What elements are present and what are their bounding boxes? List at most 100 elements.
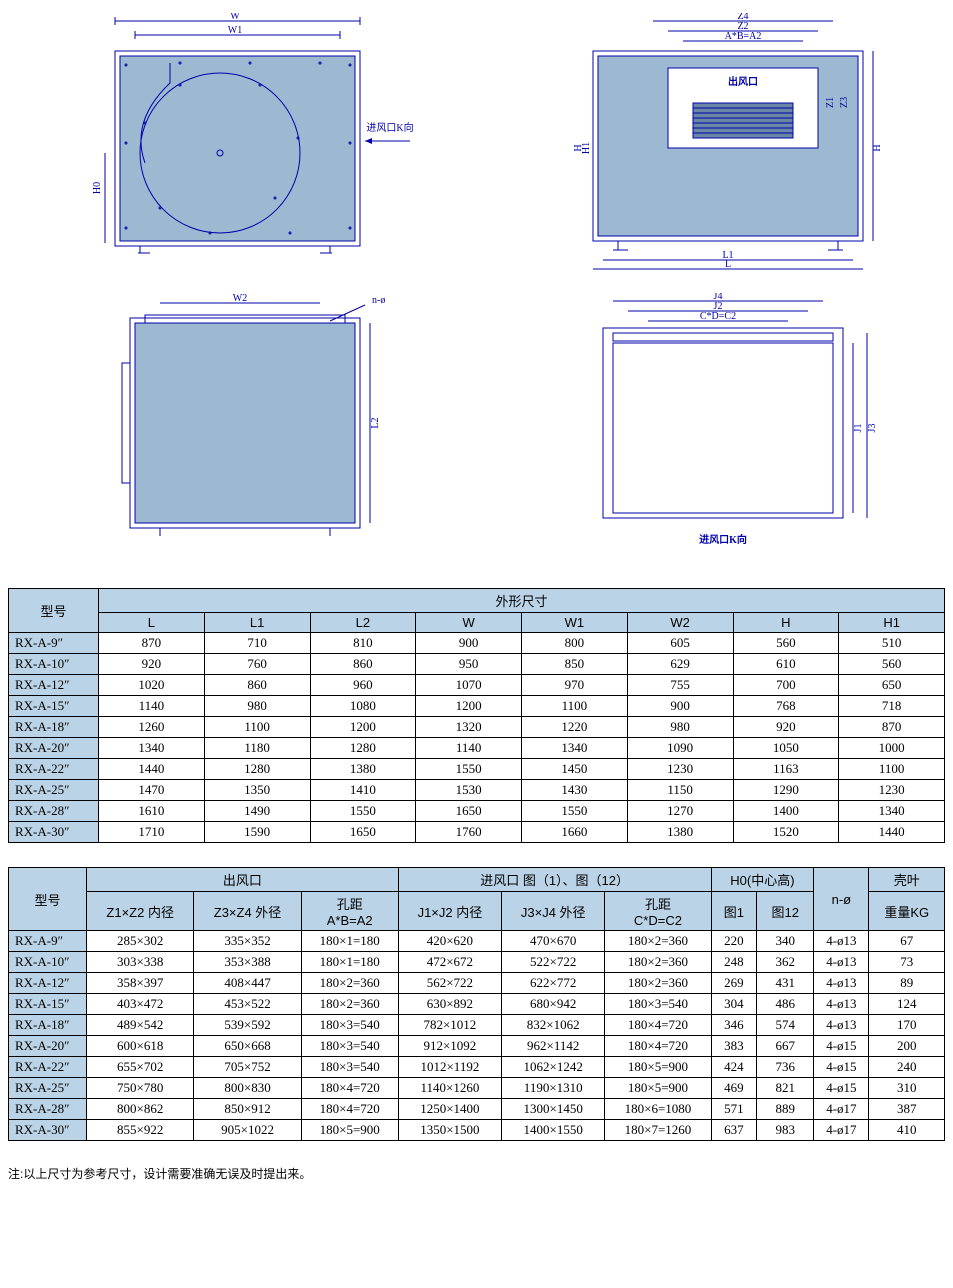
table-row: RX-A-25″14701350141015301430115012901230 [9, 780, 945, 801]
data-cell: 889 [757, 1099, 814, 1120]
dim-w: W [230, 13, 240, 22]
table-row: RX-A-28″16101490155016501550127014001340 [9, 801, 945, 822]
data-cell: 1280 [310, 738, 416, 759]
data-cell: 710 [204, 633, 310, 654]
data-cell: 870 [99, 633, 205, 654]
diagram-side-view: W W1 H0 [8, 8, 472, 278]
data-cell: 1350 [204, 780, 310, 801]
data-cell: 4-ø15 [814, 1057, 869, 1078]
data-cell: 655×702 [87, 1057, 194, 1078]
model-cell: RX-A-25″ [9, 780, 99, 801]
table-row: RX-A-9″870710810900800605560510 [9, 633, 945, 654]
table-row: RX-A-28″800×862850×912180×4=7201250×1400… [9, 1099, 945, 1120]
table-row: RX-A-12″10208609601070970755700650 [9, 675, 945, 696]
data-cell: 1230 [839, 780, 945, 801]
data-cell: 800×862 [87, 1099, 194, 1120]
t2-subcol: 图12 [757, 892, 814, 931]
data-cell: 650×668 [194, 1036, 301, 1057]
data-cell: 180×6=1080 [605, 1099, 711, 1120]
data-cell: 1100 [522, 696, 628, 717]
data-cell: 200 [869, 1036, 945, 1057]
data-cell: 637 [711, 1120, 757, 1141]
model-cell: RX-A-12″ [9, 973, 87, 994]
data-cell: 1270 [627, 801, 733, 822]
data-cell: 89 [869, 973, 945, 994]
data-cell: 800 [522, 633, 628, 654]
data-cell: 410 [869, 1120, 945, 1141]
model-cell: RX-A-22″ [9, 759, 99, 780]
data-cell: 1230 [627, 759, 733, 780]
data-cell: 1070 [416, 675, 522, 696]
t2-group-weight: 壳叶 [869, 868, 945, 892]
data-cell: 920 [733, 717, 839, 738]
table-row: RX-A-20″13401180128011401340109010501000 [9, 738, 945, 759]
data-cell: 124 [869, 994, 945, 1015]
data-cell: 1410 [310, 780, 416, 801]
data-cell: 920 [99, 654, 205, 675]
table-row: RX-A-18″489×542539×592180×3=540782×10128… [9, 1015, 945, 1036]
model-cell: RX-A-20″ [9, 1036, 87, 1057]
data-cell: 1350×1500 [398, 1120, 501, 1141]
model-cell: RX-A-12″ [9, 675, 99, 696]
data-cell: 1140 [99, 696, 205, 717]
data-cell: 760 [204, 654, 310, 675]
diagram-front-view: Z4 Z2 A*B=A2 出风口 H [482, 8, 946, 278]
dim-z1: Z1 [825, 97, 836, 108]
data-cell: 1180 [204, 738, 310, 759]
model-cell: RX-A-25″ [9, 1078, 87, 1099]
model-cell: RX-A-20″ [9, 738, 99, 759]
data-cell: 180×1=180 [301, 931, 398, 952]
data-cell: 1062×1242 [502, 1057, 605, 1078]
data-cell: 562×722 [398, 973, 501, 994]
data-cell: 1530 [416, 780, 522, 801]
data-cell: 1440 [839, 822, 945, 843]
data-cell: 1550 [416, 759, 522, 780]
data-cell: 431 [757, 973, 814, 994]
data-cell: 240 [869, 1057, 945, 1078]
t2-group-h0: H0(中心高) [711, 868, 814, 892]
t2-subcol: J3×J4 外径 [502, 892, 605, 931]
data-cell: 180×2=360 [301, 994, 398, 1015]
data-cell: 1520 [733, 822, 839, 843]
data-cell: 1610 [99, 801, 205, 822]
data-cell: 1440 [99, 759, 205, 780]
dim-w2: W2 [233, 293, 247, 304]
model-cell: RX-A-18″ [9, 717, 99, 738]
data-cell: 1340 [839, 801, 945, 822]
data-cell: 1100 [839, 759, 945, 780]
dim-nphi: n-ø [372, 295, 385, 306]
t2-subcol: 重量KG [869, 892, 945, 931]
data-cell: 180×2=360 [301, 973, 398, 994]
data-cell: 832×1062 [502, 1015, 605, 1036]
model-cell: RX-A-30″ [9, 822, 99, 843]
data-cell: 4-ø13 [814, 952, 869, 973]
model-cell: RX-A-30″ [9, 1120, 87, 1141]
data-cell: 408×447 [194, 973, 301, 994]
data-cell: 269 [711, 973, 757, 994]
data-cell: 67 [869, 931, 945, 952]
data-cell: 950 [416, 654, 522, 675]
data-cell: 900 [627, 696, 733, 717]
model-cell: RX-A-15″ [9, 994, 87, 1015]
model-cell: RX-A-10″ [9, 654, 99, 675]
data-cell: 912×1092 [398, 1036, 501, 1057]
data-cell: 736 [757, 1057, 814, 1078]
dim-w1: W1 [228, 25, 242, 36]
t1-col: H1 [839, 613, 945, 633]
data-cell: 1380 [627, 822, 733, 843]
data-cell: 1260 [99, 717, 205, 738]
t2-subcol: 孔距 C*D=C2 [605, 892, 711, 931]
data-cell: 470×670 [502, 931, 605, 952]
data-cell: 4-ø15 [814, 1078, 869, 1099]
data-cell: 180×3=540 [301, 1057, 398, 1078]
data-cell: 983 [757, 1120, 814, 1141]
data-cell: 810 [310, 633, 416, 654]
dim-ab: A*B=A2 [725, 31, 762, 42]
model-cell: RX-A-9″ [9, 931, 87, 952]
table-row: RX-A-10″303×338353×388180×1=180472×67252… [9, 952, 945, 973]
label-inlet-k: 进风口K向 [366, 121, 413, 134]
footnote: 注:以上尺寸为参考尺寸，设计需要准确无误及时提出来。 [8, 1165, 945, 1182]
t2-subcol: Z3×Z4 外径 [194, 892, 301, 931]
data-cell: 1050 [733, 738, 839, 759]
data-cell: 424 [711, 1057, 757, 1078]
